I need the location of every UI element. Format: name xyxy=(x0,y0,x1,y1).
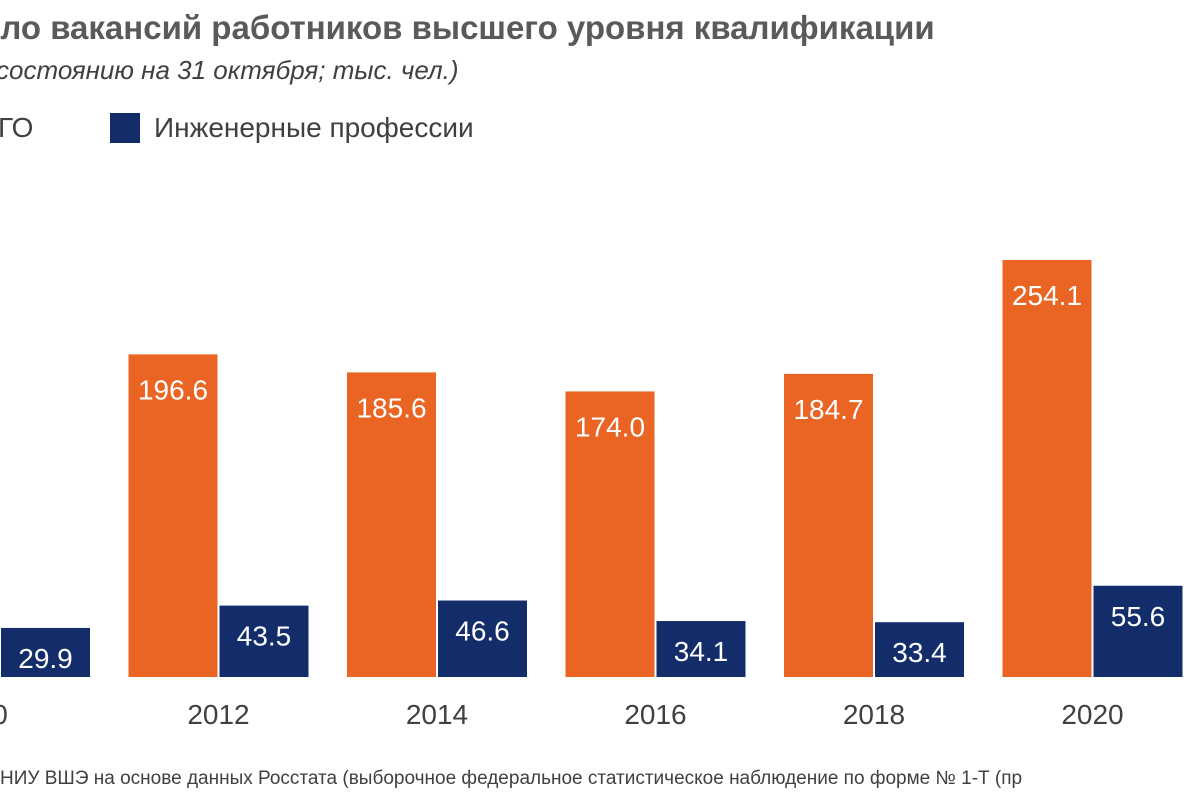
bar-engineering-2018 xyxy=(875,622,964,677)
value-label-go-2014: 185.6 xyxy=(356,392,426,423)
x-tick-label-2016: 2016 xyxy=(624,699,686,730)
value-label-engineering-2012: 43.5 xyxy=(237,621,292,652)
value-label-go-2012: 196.6 xyxy=(138,374,208,405)
bar-go-2018 xyxy=(784,373,873,677)
legend-label-engineering: Инженерные профессии xyxy=(154,112,474,143)
bar-engineering-0 xyxy=(1,627,90,677)
bar-engineering-2020 xyxy=(1093,585,1183,677)
bar-engineering-2014 xyxy=(438,600,527,677)
bar-go-2014 xyxy=(347,372,436,677)
bar-engineering-2016 xyxy=(656,621,746,677)
value-label-engineering-2020: 55.6 xyxy=(1111,601,1166,632)
value-label-engineering-2014: 46.6 xyxy=(455,616,510,647)
bar-go-2016 xyxy=(565,391,655,677)
chart-subtitle: состоянию на 31 октября; тыс. чел.) xyxy=(0,55,459,85)
legend-label-go: ГО xyxy=(0,112,34,143)
bar-go-2012 xyxy=(128,354,218,677)
legend-item-engineering: Инженерные профессии xyxy=(110,112,474,144)
value-label-go-2018: 184.7 xyxy=(793,394,863,425)
x-tick-label-0: 0 xyxy=(0,699,8,730)
source-note: НИУ ВШЭ на основе данных Росстата (выбор… xyxy=(0,768,1023,789)
legend-item-go: ГО xyxy=(0,112,33,144)
legend-swatch-engineering xyxy=(110,113,140,143)
x-tick-label-2012: 2012 xyxy=(187,699,249,730)
x-tick-label-2014: 2014 xyxy=(406,699,468,730)
chart-title: сло вакансий работников высшего уровня к… xyxy=(0,9,935,46)
x-tick-label-2018: 2018 xyxy=(843,699,905,730)
value-label-go-2020: 254.1 xyxy=(1012,280,1082,311)
value-label-engineering-0: 29.9 xyxy=(18,643,73,674)
x-tick-label-2020: 2020 xyxy=(1061,699,1123,730)
value-label-engineering-2018: 33.4 xyxy=(892,637,947,668)
value-label-go-2016: 174.0 xyxy=(575,411,645,442)
value-label-engineering-2016: 34.1 xyxy=(674,636,729,667)
bar-go-2020 xyxy=(1002,260,1092,677)
bar-engineering-2012 xyxy=(219,605,309,677)
